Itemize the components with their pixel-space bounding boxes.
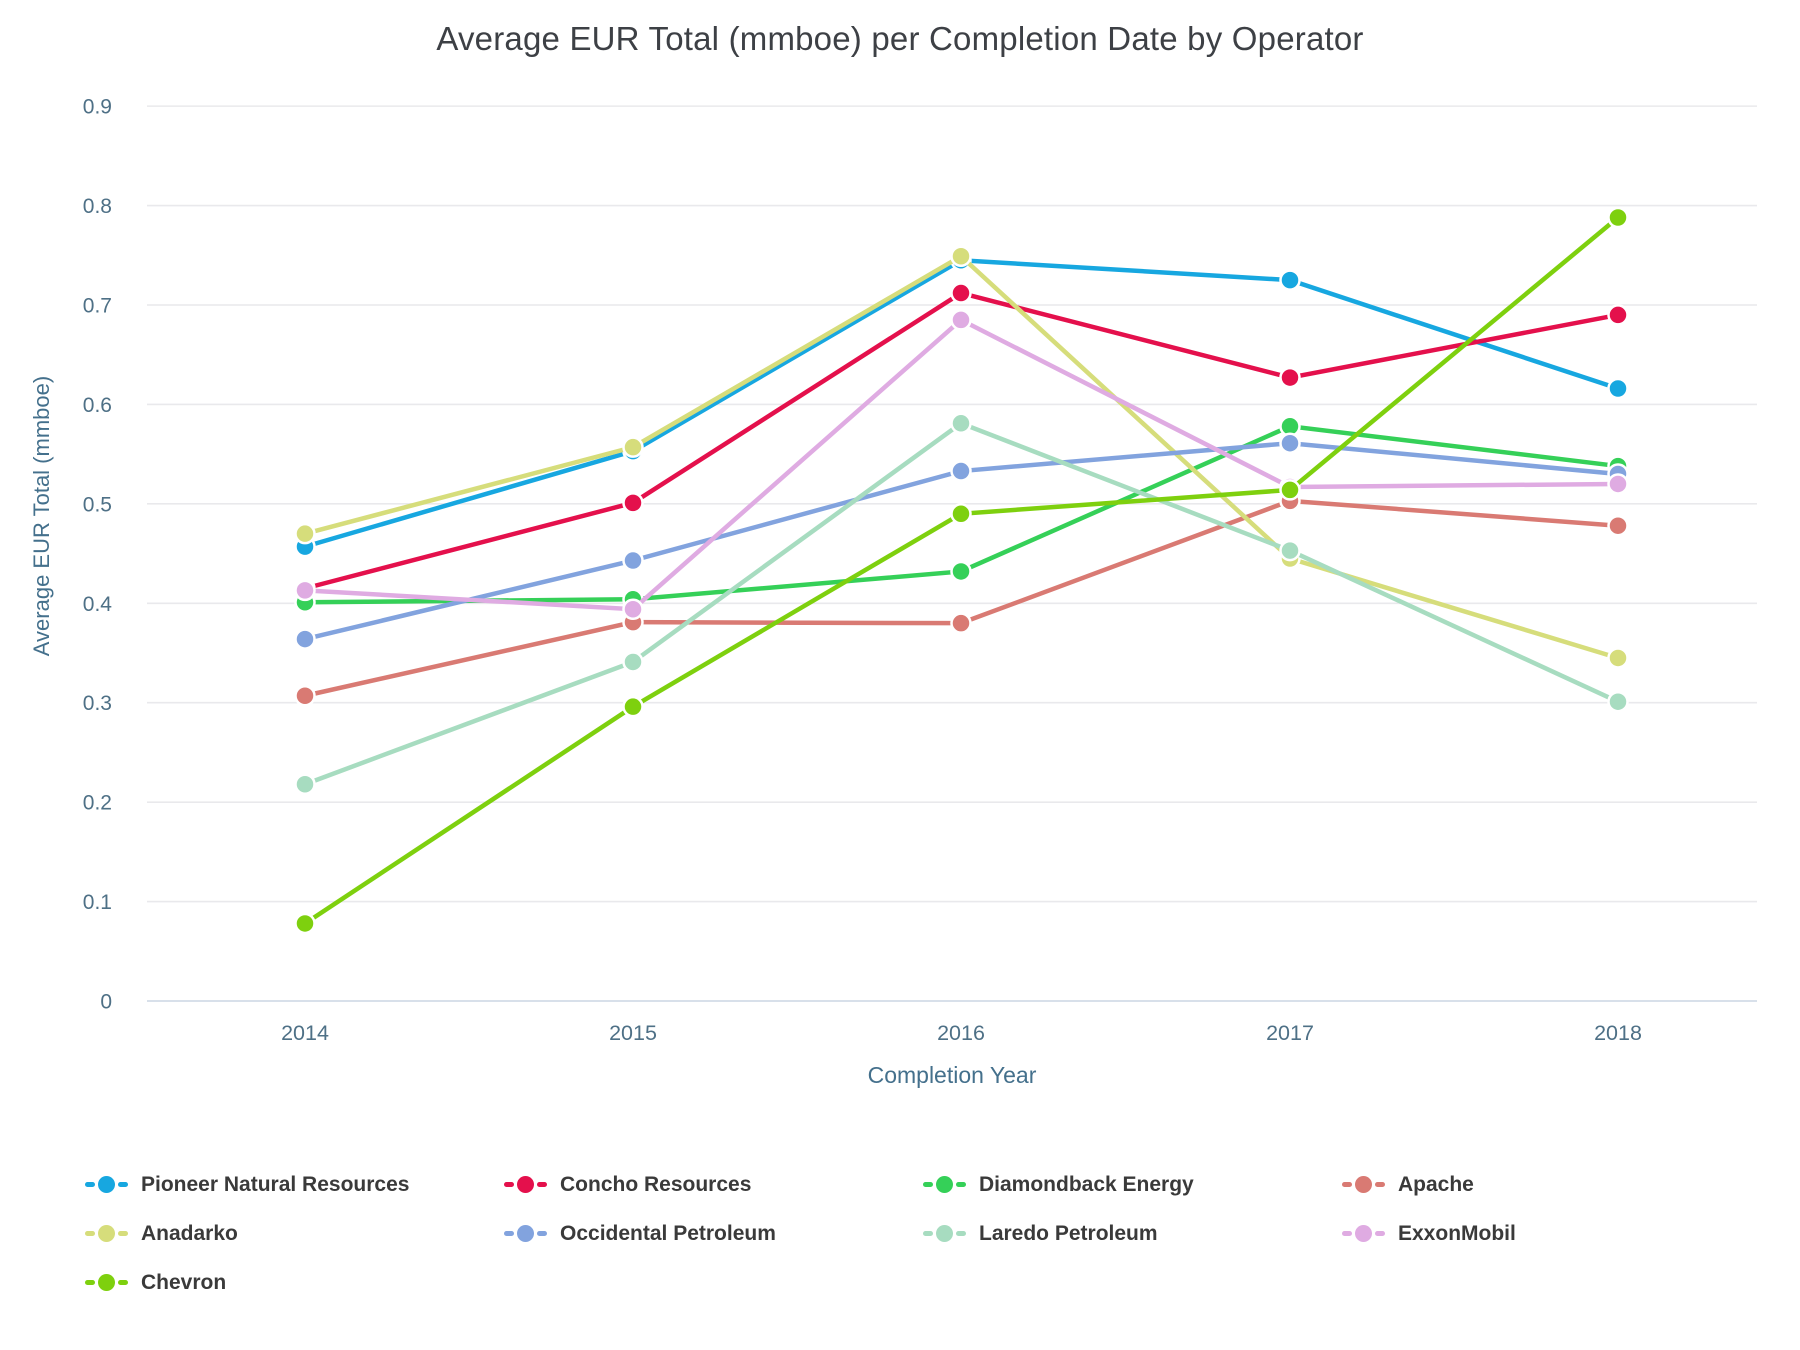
data-point-apache-2014 bbox=[294, 684, 316, 707]
y-tick-label: 0.7 bbox=[83, 294, 112, 317]
data-point-concho-resources-2018 bbox=[1607, 304, 1629, 326]
data-point-laredo-petroleum-2014 bbox=[294, 773, 316, 795]
y-tick-label: 0.6 bbox=[83, 394, 112, 417]
chart-title: Average EUR Total (mmboe) per Completion… bbox=[436, 20, 1364, 57]
x-tick-label: 2014 bbox=[281, 1021, 329, 1045]
data-point-chevron-2016 bbox=[950, 503, 972, 525]
x-tick-label: 2017 bbox=[1266, 1021, 1314, 1045]
legend-marker-icon bbox=[85, 1225, 128, 1242]
data-point-exxonmobil-2014 bbox=[294, 579, 316, 602]
legend-marker-icon bbox=[1342, 1225, 1385, 1242]
data-point-apache-2016 bbox=[950, 612, 972, 634]
data-point-chevron-2015 bbox=[622, 695, 644, 718]
y-tick-label: 0.4 bbox=[83, 593, 113, 616]
y-tick-label: 0.1 bbox=[83, 891, 112, 914]
legend-label: Occidental Petroleum bbox=[560, 1221, 776, 1245]
x-tick-label: 2018 bbox=[1594, 1021, 1642, 1045]
legend-marker-icon bbox=[504, 1225, 547, 1242]
data-point-anadarko-2016 bbox=[950, 245, 972, 268]
data-point-occidental-petroleum-2014 bbox=[294, 628, 316, 650]
legend-label: Chevron bbox=[141, 1270, 227, 1294]
legend-label: ExxonMobil bbox=[1398, 1221, 1516, 1245]
data-point-laredo-petroleum-2018 bbox=[1607, 690, 1629, 713]
data-point-diamondback-energy-2016 bbox=[950, 560, 972, 583]
legend-item-pioneer-natural-resources[interactable]: Pioneer Natural Resources bbox=[85, 1173, 504, 1197]
legend-marker-icon bbox=[85, 1274, 128, 1291]
data-point-laredo-petroleum-2016 bbox=[950, 412, 972, 435]
y-tick-label: 0.8 bbox=[83, 195, 112, 218]
x-tick-label: 2016 bbox=[937, 1021, 985, 1045]
legend-marker-icon bbox=[923, 1176, 966, 1193]
legend-item-laredo-petroleum[interactable]: Laredo Petroleum bbox=[923, 1222, 1342, 1246]
legend-item-occidental-petroleum[interactable]: Occidental Petroleum bbox=[504, 1222, 923, 1246]
legend-item-diamondback-energy[interactable]: Diamondback Energy bbox=[923, 1173, 1342, 1197]
legend-item-anadarko[interactable]: Anadarko bbox=[85, 1222, 504, 1246]
data-point-occidental-petroleum-2016 bbox=[950, 460, 972, 482]
legend-item-concho-resources[interactable]: Concho Resources bbox=[504, 1173, 923, 1197]
series-chevron bbox=[294, 206, 1629, 935]
data-point-pioneer-natural-resources-2017 bbox=[1279, 269, 1301, 291]
y-tick-label: 0.2 bbox=[83, 792, 112, 815]
data-point-exxonmobil-2015 bbox=[622, 598, 644, 620]
series-anadarko bbox=[294, 245, 1629, 669]
data-point-chevron-2018 bbox=[1607, 206, 1629, 229]
data-point-anadarko-2015 bbox=[622, 436, 644, 458]
legend-marker-icon bbox=[504, 1176, 547, 1193]
gridlines bbox=[147, 105, 1757, 1002]
data-point-chevron-2017 bbox=[1279, 479, 1301, 501]
data-point-laredo-petroleum-2015 bbox=[622, 651, 644, 673]
x-tick-labels: 2014 2015 2016 2017 2018 bbox=[281, 1021, 1642, 1045]
series-diamondback-energy bbox=[294, 415, 1629, 614]
legend-label: Diamondback Energy bbox=[979, 1172, 1194, 1196]
legend-label: Laredo Petroleum bbox=[979, 1221, 1158, 1245]
data-point-laredo-petroleum-2017 bbox=[1279, 539, 1301, 562]
data-point-anadarko-2014 bbox=[294, 522, 316, 545]
legend-item-exxonmobil[interactable]: ExxonMobil bbox=[1342, 1222, 1761, 1246]
legend-item-apache[interactable]: Apache bbox=[1342, 1173, 1761, 1197]
data-point-pioneer-natural-resources-2018 bbox=[1607, 377, 1629, 400]
series-laredo-petroleum bbox=[294, 412, 1629, 795]
data-point-occidental-petroleum-2017 bbox=[1279, 432, 1301, 454]
legend-marker-icon bbox=[923, 1225, 966, 1242]
y-tick-label: 0.3 bbox=[83, 692, 112, 715]
data-point-concho-resources-2015 bbox=[622, 492, 644, 514]
x-tick-label: 2015 bbox=[609, 1021, 657, 1045]
y-tick-label: 0.9 bbox=[83, 96, 112, 119]
data-point-anadarko-2018 bbox=[1607, 647, 1629, 669]
legend-marker-icon bbox=[85, 1176, 128, 1193]
x-axis-title: Completion Year bbox=[867, 1062, 1037, 1088]
legend-label: Apache bbox=[1398, 1172, 1474, 1196]
plot-area: 0 0.1 0.2 0.3 0.4 0.5 0.6 0.7 0.8 0.9 2014 2015 2016… bbox=[83, 96, 1757, 1045]
legend-label: Concho Resources bbox=[560, 1172, 752, 1196]
legend-marker-icon bbox=[1342, 1176, 1385, 1193]
data-point-concho-resources-2017 bbox=[1279, 366, 1301, 389]
data-point-chevron-2014 bbox=[294, 912, 316, 935]
legend-item-chevron[interactable]: Chevron bbox=[85, 1271, 504, 1295]
legend-label: Anadarko bbox=[141, 1221, 238, 1245]
data-point-apache-2018 bbox=[1607, 514, 1629, 537]
data-point-exxonmobil-2016 bbox=[950, 309, 972, 331]
data-point-concho-resources-2016 bbox=[950, 282, 972, 304]
legend: Pioneer Natural Resources Concho Resource… bbox=[85, 1160, 1775, 1307]
data-point-exxonmobil-2018 bbox=[1607, 473, 1629, 495]
y-tick-label: 0 bbox=[100, 991, 112, 1014]
y-tick-labels: 0 0.1 0.2 0.3 0.4 0.5 0.6 0.7 0.8 0.9 bbox=[83, 96, 113, 1014]
y-tick-label: 0.5 bbox=[83, 493, 112, 516]
data-point-occidental-petroleum-2015 bbox=[622, 549, 644, 572]
legend-label: Pioneer Natural Resources bbox=[141, 1172, 410, 1196]
series-concho-resources bbox=[294, 282, 1629, 600]
series-occidental-petroleum bbox=[294, 432, 1629, 650]
